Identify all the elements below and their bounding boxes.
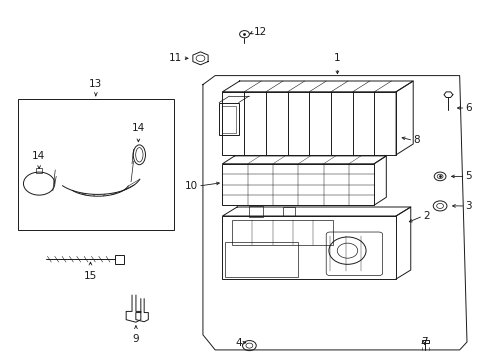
- Bar: [232, 220, 332, 245]
- Text: 11: 11: [169, 53, 182, 63]
- Text: 9: 9: [132, 334, 139, 344]
- Bar: [222, 216, 395, 279]
- Bar: [283, 207, 295, 216]
- Text: 3: 3: [465, 201, 471, 211]
- Bar: [219, 103, 238, 135]
- Text: 14: 14: [132, 123, 145, 133]
- Bar: [221, 106, 236, 133]
- Text: 14: 14: [32, 151, 45, 161]
- Bar: [18, 99, 174, 230]
- Text: 10: 10: [184, 181, 198, 191]
- Text: 4: 4: [235, 338, 242, 348]
- Bar: [222, 164, 373, 205]
- Text: 8: 8: [412, 135, 419, 145]
- Bar: [224, 243, 297, 277]
- Text: 15: 15: [83, 271, 97, 281]
- Text: 6: 6: [465, 103, 471, 113]
- Text: 1: 1: [333, 53, 340, 63]
- Bar: [248, 206, 263, 217]
- Text: 13: 13: [89, 79, 102, 89]
- Text: 7: 7: [421, 337, 427, 347]
- Text: 2: 2: [422, 211, 429, 221]
- Text: 5: 5: [465, 171, 471, 181]
- Bar: [421, 340, 428, 343]
- Bar: [36, 168, 42, 173]
- Bar: [115, 255, 123, 264]
- Text: 12: 12: [254, 27, 267, 37]
